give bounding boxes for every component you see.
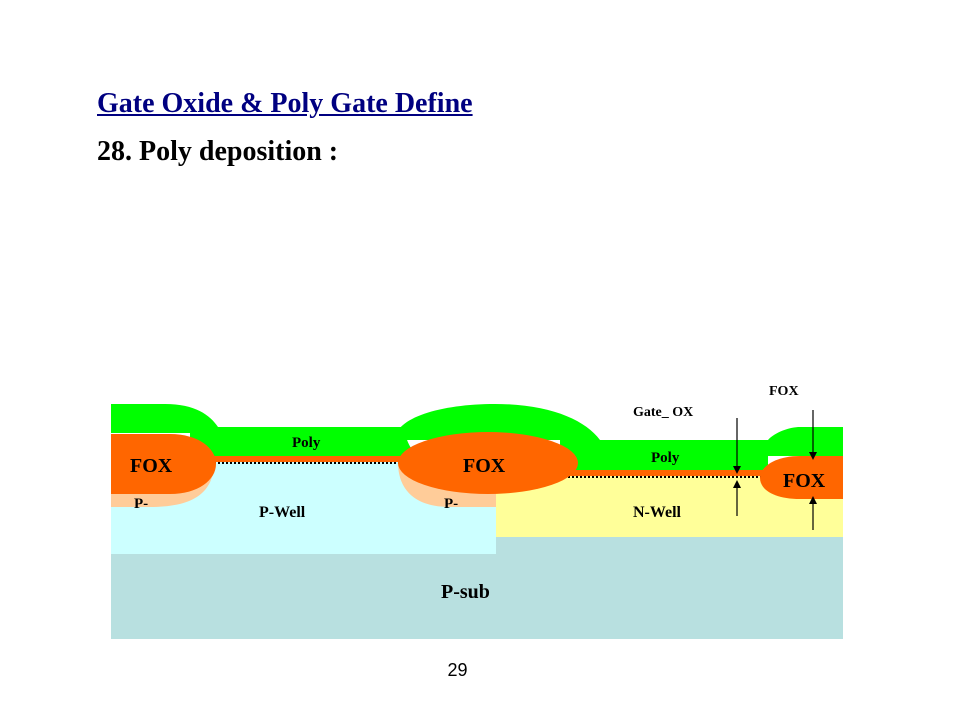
fox-middle-label: FOX (463, 455, 506, 477)
p-minus-middle-label: P- (444, 496, 458, 512)
p-sub-label: P-sub (441, 581, 490, 603)
fox-left-region (111, 434, 216, 494)
page-number: 29 (447, 660, 468, 680)
slide-title: Gate Oxide & Poly Gate Define (97, 88, 473, 119)
fox-left-label: FOX (130, 455, 173, 477)
fox-callout-label: FOX (769, 384, 799, 399)
p-minus-left-label: P- (134, 496, 148, 512)
fox-right-region (760, 456, 843, 499)
gate-strip-right (560, 470, 770, 476)
poly-left-label: Poly (292, 435, 321, 451)
fox-middle-region (398, 432, 578, 494)
poly-layer-right (395, 404, 843, 470)
poly-right-label: Poly (651, 450, 680, 466)
fox-right-label: FOX (783, 470, 826, 492)
slide-subtitle: 28. Poly deposition : (97, 136, 339, 167)
n-well-label: N-Well (633, 504, 682, 521)
gate-ox-label: Gate_ OX (633, 405, 693, 420)
gate-strip-left (214, 456, 404, 462)
p-well-label: P-Well (259, 504, 306, 521)
